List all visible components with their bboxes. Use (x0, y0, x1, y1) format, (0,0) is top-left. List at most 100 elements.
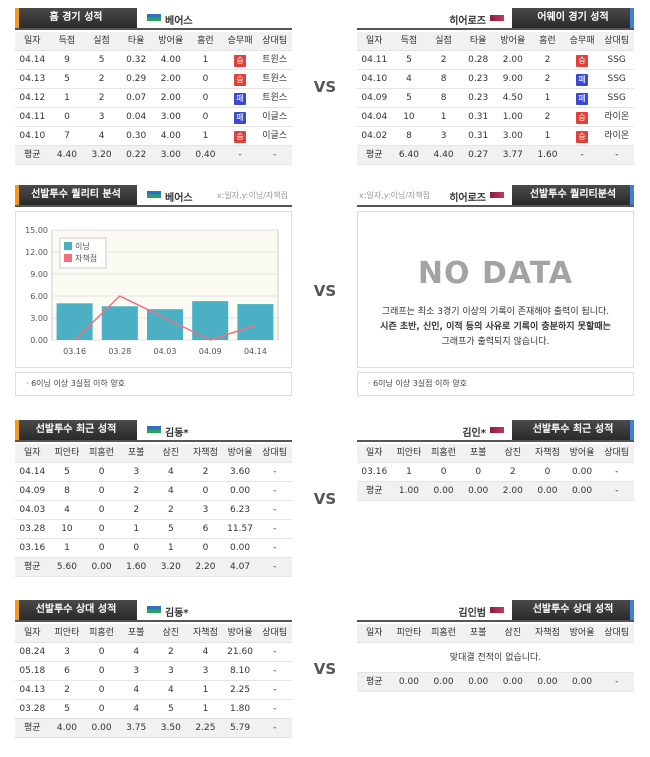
cell: 타율 (469, 36, 487, 46)
cell: 0.00 (398, 677, 419, 687)
cell: 3.00 (160, 112, 181, 122)
cell: 3 (440, 131, 447, 141)
cell: 6.23 (230, 505, 251, 515)
panel: 홈 경기 성적 베어스 일자 득점 실점 타율 방어율 홈런 승무패 상대팀 04.14 9 5 0.32… (15, 8, 292, 165)
cell: 3.20 (91, 150, 112, 160)
cell: 방어율 (158, 36, 184, 46)
table-row: 04.04 10 1 0.31 1.00 2 승 라이온 (357, 108, 634, 127)
axis-note: x:일자,y:이닝/자책점 (359, 191, 431, 200)
result-badge: 승 (576, 54, 589, 67)
cell: 삼진 (504, 448, 522, 458)
cell: - (273, 723, 277, 733)
cell: 0.29 (126, 74, 147, 84)
header-rule (15, 205, 292, 207)
table-row: 04.11 0 3 0.04 3.00 0 패 이글스 (15, 108, 292, 127)
cell: 방어율 (227, 628, 253, 638)
table-row: 03.16 1 0 0 1 0 0.00 - (15, 539, 292, 558)
cell: 2 (133, 505, 140, 515)
result-badge: 패 (234, 111, 247, 124)
tab-stripe (630, 600, 634, 620)
header-rule (357, 440, 634, 442)
cell: 5 (64, 74, 70, 84)
cell: 03.16 (361, 467, 388, 477)
panel-tab: 어웨이 경기 성적 (512, 8, 634, 28)
cell: 평균 (366, 150, 383, 160)
cell: 4.07 (230, 562, 251, 572)
panel-tab: 선발투수 최근 성적 (512, 420, 634, 440)
cell: 일자 (366, 36, 383, 46)
tab-stripe (15, 8, 19, 28)
header-rule (15, 28, 292, 30)
average-row: 평균 6.40 4.40 0.27 3.77 1.60 - - (357, 146, 634, 165)
x-tick-label: 03.16 (63, 347, 86, 356)
header-rule (357, 28, 634, 30)
cell: 상대팀 (262, 448, 288, 458)
cell: 피안타 (396, 448, 422, 458)
average-row: 평균 5.60 0.00 1.60 3.20 2.20 4.07 - (15, 558, 292, 577)
cell: 2 (202, 467, 209, 477)
cell: 피홈런 (89, 448, 114, 458)
cell: 5 (406, 93, 412, 103)
cell: - (615, 486, 619, 496)
cell: 3 (64, 647, 70, 657)
table-row: 04.14 9 5 0.32 4.00 1 승 트윈스 (15, 51, 292, 70)
table-header: 일자 득점 실점 타율 방어율 홈런 승무패 상대팀 (357, 32, 634, 51)
y-tick-label: 9.00 (30, 270, 48, 279)
cell: 0.00 (572, 677, 593, 687)
cell: 타율 (127, 36, 145, 46)
cell: 2.00 (160, 93, 181, 103)
cell: 피홈런 (431, 628, 456, 638)
cell: 05.18 (19, 666, 46, 676)
cell: 0 (133, 543, 140, 553)
average-row: 평균 4.00 0.00 3.75 3.50 2.25 5.79 - (15, 719, 292, 738)
panel: 선발투수 최근 성적 김인* 일자 피안타 피홈런 포볼 삼진 자책점 방어율 상대팀 03.16 1… (357, 420, 634, 501)
cell: 평균 (24, 150, 41, 160)
cell: 1.00 (502, 112, 523, 122)
cell: 04.02 (361, 131, 388, 141)
team-name: 히어로즈 (449, 193, 486, 204)
result-badge: 패 (576, 73, 589, 86)
tab-stripe (15, 420, 19, 440)
cell: 04.04 (361, 112, 388, 122)
cell: 2.20 (195, 562, 216, 572)
cell: 홈런 (539, 36, 556, 46)
cell: 6 (202, 524, 209, 534)
cell: - (273, 647, 277, 657)
legend-swatch (64, 254, 72, 262)
cell: 4.00 (56, 723, 77, 733)
cell: 04.13 (19, 74, 46, 84)
line (74, 295, 256, 341)
cell: 4 (406, 74, 412, 84)
cell: 방어율 (569, 628, 595, 638)
cell: 2 (64, 685, 70, 695)
cell: 04.12 (19, 93, 46, 103)
y-tick-label: 15.00 (25, 226, 48, 235)
cell: - (273, 562, 277, 572)
cell: 0.00 (537, 677, 558, 687)
cell: 삼진 (162, 628, 180, 638)
cell: 평균 (366, 677, 383, 687)
table-header: 일자 피안타 피홈런 포볼 삼진 자책점 방어율 상대팀 (357, 444, 634, 463)
cell: 평균 (24, 723, 41, 733)
no-data-box: NO DATA 그래프는 최소 3경기 이상의 기록이 존재해야 출력이 됩니다.… (357, 211, 634, 368)
x-tick-label: 04.03 (154, 347, 177, 356)
cell: 실점 (435, 36, 452, 46)
cell: 0 (202, 93, 209, 103)
cell: 0 (98, 685, 105, 695)
note: 6이닝 이상 3실점 이하 양호 (357, 372, 634, 396)
panel-title: 선발투수 퀄리티분석 (529, 189, 617, 200)
cell: 0 (98, 543, 105, 553)
cell: - (273, 666, 277, 676)
cell: 8 (440, 74, 447, 84)
cell: 2 (167, 505, 174, 515)
cell: 2 (167, 647, 174, 657)
cell: 11.57 (227, 524, 253, 534)
panel: 선발투수 최근 성적 김동* 일자 피안타 피홈런 포볼 삼진 자책점 방어율 상대팀 04.14 5… (15, 420, 292, 577)
cell: 삼진 (162, 448, 180, 458)
table-row: 04.14 5 0 3 4 2 3.60 - (15, 463, 292, 482)
cell: 0.00 (230, 486, 251, 496)
result-badge: 패 (234, 92, 247, 105)
cell: 0.22 (126, 150, 147, 160)
cell: 2 (133, 486, 140, 496)
